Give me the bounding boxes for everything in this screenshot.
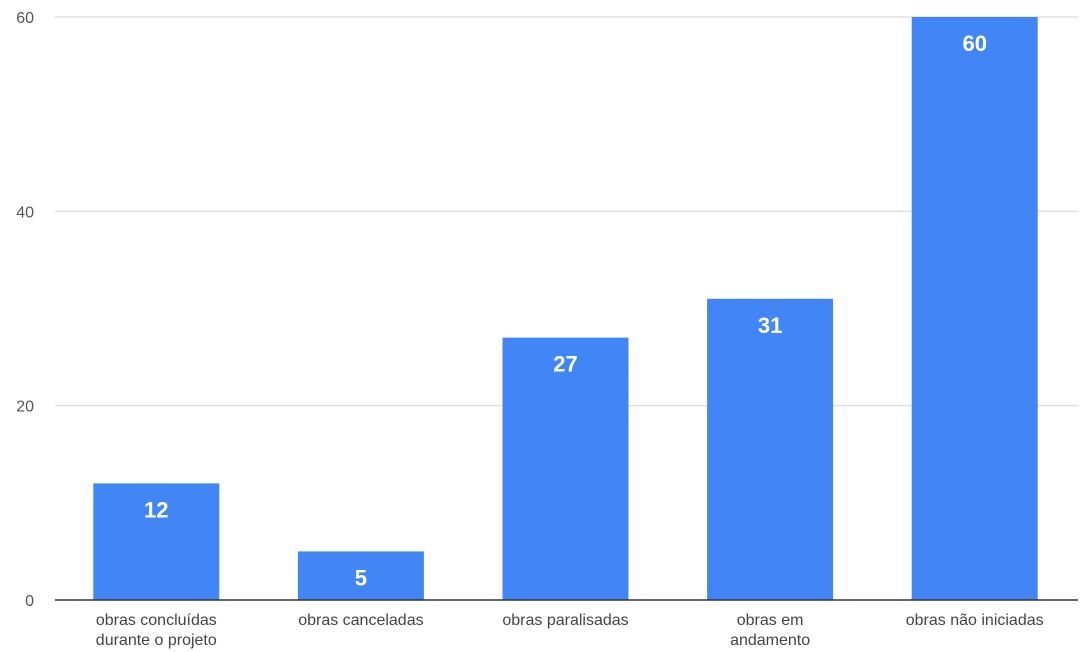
bar [911, 17, 1038, 600]
bar [707, 298, 834, 600]
bar-data-labels: 12 5 27 31 60 [144, 31, 987, 590]
bar-data-label: 31 [758, 313, 782, 338]
y-tick-label: 20 [16, 399, 34, 416]
x-category-label: obras paralisadas [502, 612, 628, 629]
bar-data-label: 5 [355, 565, 367, 590]
y-axis-tick-labels: 0 20 40 60 [16, 10, 34, 610]
y-tick-label: 60 [16, 10, 34, 27]
y-tick-label: 0 [25, 593, 34, 610]
bar [93, 483, 220, 600]
x-category-label: durante o projeto [96, 632, 217, 649]
x-category-label: obras canceladas [298, 612, 423, 629]
x-category-label: andamento [730, 632, 810, 649]
bar-data-label: 12 [144, 497, 168, 522]
bars [93, 17, 1038, 600]
bar [297, 551, 424, 600]
y-tick-label: 40 [16, 204, 34, 221]
x-category-label: obras concluídas [96, 612, 217, 629]
x-axis-category-labels: obras concluídas durante o projeto obras c… [96, 612, 1044, 649]
x-category-label: obras em [737, 612, 804, 629]
x-category-label: obras não iniciadas [906, 612, 1044, 629]
bar-data-label: 60 [962, 31, 986, 56]
bar-data-label: 27 [553, 352, 577, 377]
bar [502, 337, 629, 600]
